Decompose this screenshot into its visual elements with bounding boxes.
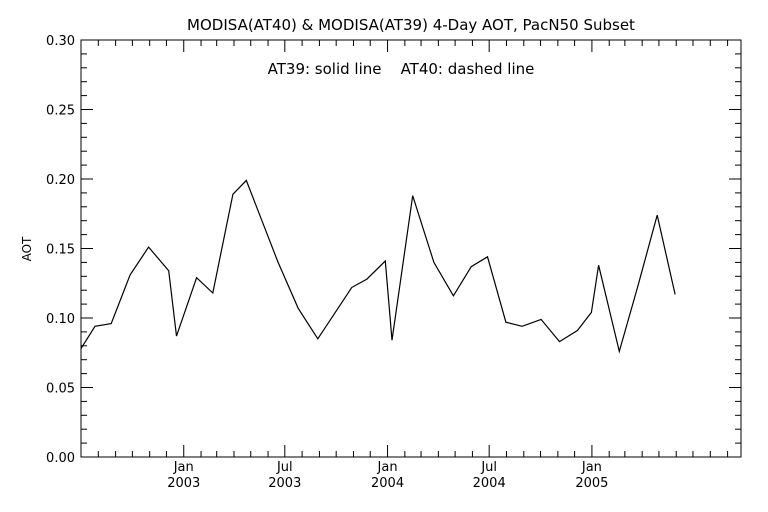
x-tick-month-label: Jul: [480, 460, 497, 475]
chart-title: MODISA(AT40) & MODISA(AT39) 4-Day AOT, P…: [187, 16, 635, 34]
x-tick-year-label: 2004: [473, 476, 506, 491]
x-tick-month-label: Jul: [276, 460, 293, 475]
y-tick-label: 0.10: [46, 312, 75, 327]
x-tick-month-label: Jan: [581, 460, 602, 475]
x-tick-year-label: 2003: [167, 476, 200, 491]
y-tick-label: 0.25: [46, 104, 75, 119]
x-tick-year-label: 2005: [575, 476, 608, 491]
x-tick-year-label: 2004: [371, 476, 404, 491]
y-tick-label: 0.20: [46, 173, 75, 188]
y-tick-label: 0.00: [46, 451, 75, 466]
x-tick-month-label: Jan: [377, 460, 398, 475]
tick-marks: [81, 39, 741, 458]
x-tick-year-label: 2003: [268, 476, 301, 491]
series-line-at39: [80, 179, 676, 354]
series-legend-annotation: AT39: solid line AT40: dashed line: [268, 60, 535, 78]
y-axis-label: AOT: [20, 236, 34, 261]
y-tick-label: 0.05: [46, 382, 75, 397]
y-tick-label: 0.30: [46, 34, 75, 49]
series-lines: [80, 179, 676, 354]
y-tick-label: 0.15: [46, 243, 75, 258]
x-tick-month-label: Jan: [173, 460, 194, 475]
tick-labels: 0.000.050.100.150.200.250.30Jan2003Jul20…: [46, 34, 608, 491]
plot-frame: [80, 39, 742, 458]
